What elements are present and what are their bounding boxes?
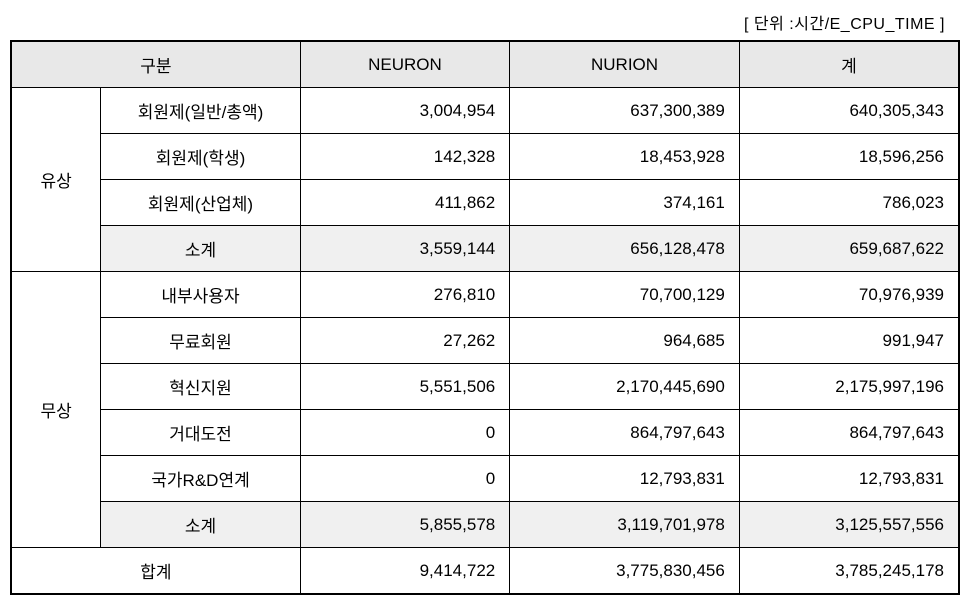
table-header-row: 구분 NEURON NURION 계 bbox=[11, 41, 959, 88]
row-label: 회원제(학생) bbox=[101, 134, 300, 180]
grand-total-total: 3,785,245,178 bbox=[739, 548, 959, 595]
table-row: 무상 내부사용자 276,810 70,700,129 70,976,939 bbox=[11, 272, 959, 318]
subtotal-nurion: 656,128,478 bbox=[510, 226, 740, 272]
cpu-time-table: 구분 NEURON NURION 계 유상 회원제(일반/총액) 3,004,9… bbox=[10, 40, 960, 595]
cell-neuron: 5,551,506 bbox=[300, 364, 510, 410]
grand-total-nurion: 3,775,830,456 bbox=[510, 548, 740, 595]
header-nurion: NURION bbox=[510, 41, 740, 88]
row-label: 내부사용자 bbox=[101, 272, 300, 318]
row-label: 무료회원 bbox=[101, 318, 300, 364]
cell-neuron: 27,262 bbox=[300, 318, 510, 364]
table-row: 유상 회원제(일반/총액) 3,004,954 637,300,389 640,… bbox=[11, 88, 959, 134]
cell-total: 991,947 bbox=[739, 318, 959, 364]
group-name-free: 무상 bbox=[11, 272, 101, 548]
grand-total-row: 합계 9,414,722 3,775,830,456 3,785,245,178 bbox=[11, 548, 959, 595]
cell-nurion: 12,793,831 bbox=[510, 456, 740, 502]
subtotal-label: 소계 bbox=[101, 502, 300, 548]
cell-total: 640,305,343 bbox=[739, 88, 959, 134]
cell-total: 2,175,997,196 bbox=[739, 364, 959, 410]
subtotal-nurion: 3,119,701,978 bbox=[510, 502, 740, 548]
grand-total-neuron: 9,414,722 bbox=[300, 548, 510, 595]
subtotal-neuron: 5,855,578 bbox=[300, 502, 510, 548]
cell-neuron: 411,862 bbox=[300, 180, 510, 226]
header-total: 계 bbox=[739, 41, 959, 88]
cell-total: 12,793,831 bbox=[739, 456, 959, 502]
row-label: 혁신지원 bbox=[101, 364, 300, 410]
cell-total: 864,797,643 bbox=[739, 410, 959, 456]
cell-neuron: 0 bbox=[300, 456, 510, 502]
cell-nurion: 374,161 bbox=[510, 180, 740, 226]
table-row: 국가R&D연계 0 12,793,831 12,793,831 bbox=[11, 456, 959, 502]
row-label: 국가R&D연계 bbox=[101, 456, 300, 502]
group-name-paid: 유상 bbox=[11, 88, 101, 272]
table-row: 회원제(학생) 142,328 18,453,928 18,596,256 bbox=[11, 134, 959, 180]
header-neuron: NEURON bbox=[300, 41, 510, 88]
grand-total-label: 합계 bbox=[11, 548, 300, 595]
cell-neuron: 3,004,954 bbox=[300, 88, 510, 134]
table-row: 무료회원 27,262 964,685 991,947 bbox=[11, 318, 959, 364]
cell-nurion: 70,700,129 bbox=[510, 272, 740, 318]
cell-nurion: 18,453,928 bbox=[510, 134, 740, 180]
cell-nurion: 864,797,643 bbox=[510, 410, 740, 456]
unit-label: [ 단위 :시간/E_CPU_TIME ] bbox=[10, 10, 963, 40]
subtotal-total: 659,687,622 bbox=[739, 226, 959, 272]
cell-neuron: 0 bbox=[300, 410, 510, 456]
cell-nurion: 637,300,389 bbox=[510, 88, 740, 134]
row-label: 회원제(일반/총액) bbox=[101, 88, 300, 134]
subtotal-row: 소계 3,559,144 656,128,478 659,687,622 bbox=[11, 226, 959, 272]
subtotal-row: 소계 5,855,578 3,119,701,978 3,125,557,556 bbox=[11, 502, 959, 548]
cell-total: 70,976,939 bbox=[739, 272, 959, 318]
cell-total: 786,023 bbox=[739, 180, 959, 226]
cell-total: 18,596,256 bbox=[739, 134, 959, 180]
subtotal-label: 소계 bbox=[101, 226, 300, 272]
cell-neuron: 142,328 bbox=[300, 134, 510, 180]
cell-neuron: 276,810 bbox=[300, 272, 510, 318]
subtotal-total: 3,125,557,556 bbox=[739, 502, 959, 548]
table-row: 거대도전 0 864,797,643 864,797,643 bbox=[11, 410, 959, 456]
row-label: 거대도전 bbox=[101, 410, 300, 456]
cell-nurion: 964,685 bbox=[510, 318, 740, 364]
header-category: 구분 bbox=[11, 41, 300, 88]
table-row: 혁신지원 5,551,506 2,170,445,690 2,175,997,1… bbox=[11, 364, 959, 410]
cell-nurion: 2,170,445,690 bbox=[510, 364, 740, 410]
table-row: 회원제(산업체) 411,862 374,161 786,023 bbox=[11, 180, 959, 226]
subtotal-neuron: 3,559,144 bbox=[300, 226, 510, 272]
row-label: 회원제(산업체) bbox=[101, 180, 300, 226]
